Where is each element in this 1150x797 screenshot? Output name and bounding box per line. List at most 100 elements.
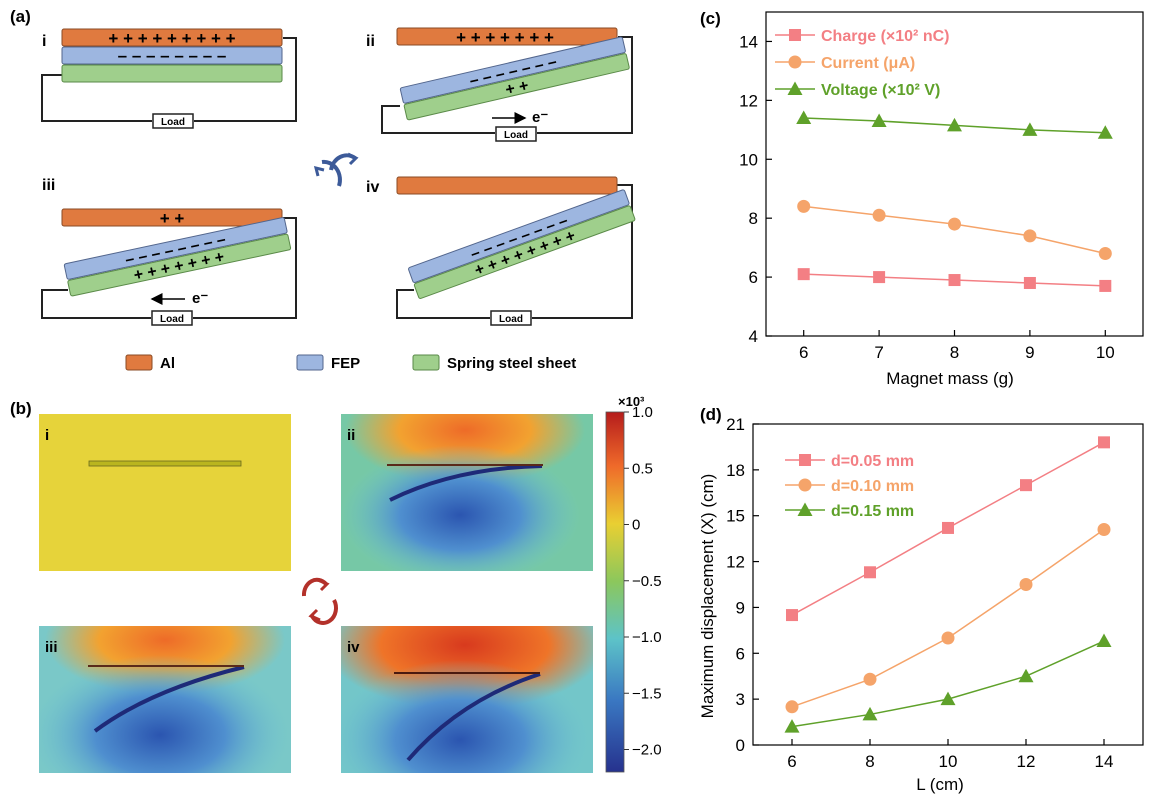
data-point-triangle	[1097, 125, 1113, 139]
x-tick-label: 6	[799, 343, 808, 362]
schematic-state-i: i Load + + + + + + + + + – – – – – – – –	[41, 28, 297, 129]
legend-label-steel: Spring steel sheet	[447, 355, 576, 372]
steel-layer-iii	[67, 233, 292, 297]
data-point-triangle	[796, 110, 812, 125]
y-tick-label: 8	[749, 209, 758, 228]
panel-label-c: (c)	[700, 9, 721, 28]
legend-marker	[787, 81, 803, 95]
electron-label-ii: e⁻	[532, 109, 548, 126]
map-label-iii: iii	[45, 639, 58, 656]
load-label-iv: Load	[499, 314, 523, 325]
x-tick-label: 10	[939, 752, 958, 771]
legend-label: Current (μA)	[821, 55, 915, 72]
map-label-iv: iv	[347, 639, 360, 656]
x-axis-title-c: Magnet mass (g)	[886, 369, 1014, 388]
data-point-square	[1099, 279, 1112, 292]
field-map-ii: ii	[341, 414, 593, 571]
load-label-ii: Load	[504, 130, 528, 141]
legend-marker	[788, 55, 802, 69]
schematic-state-iii: iii Load e⁻ + + – – – – – – – – + + + + …	[41, 177, 297, 326]
load-label-i: Load	[161, 117, 185, 128]
circuit-wire-iv	[396, 184, 633, 319]
circuit-wire-iii	[41, 217, 297, 319]
sub-label-iii: iii	[42, 177, 55, 194]
series-line	[791, 640, 1105, 728]
charges-steel-ii: + +	[504, 77, 530, 99]
data-point-triangle	[784, 719, 800, 733]
circuit-wire-ii	[381, 36, 633, 134]
y-tick-label: 21	[726, 415, 745, 434]
data-point-triangle	[1018, 668, 1034, 683]
colorbar-tick-label: 0.5	[632, 460, 653, 477]
load-box-iii	[151, 310, 193, 326]
simulation-panel: (b) i ii iii	[10, 395, 662, 773]
data-point-triangle	[940, 691, 956, 706]
y-tick-label: 3	[736, 690, 745, 709]
charges-al-ii: + + + + + + +	[456, 28, 554, 47]
map-label-ii: ii	[347, 427, 355, 444]
data-point-square	[948, 274, 961, 287]
sub-label-ii: ii	[366, 33, 375, 50]
legend-label: d=0.10 mm	[831, 478, 914, 495]
colorbar-tick-label: −0.5	[632, 573, 662, 590]
load-label-iii: Load	[160, 314, 184, 325]
colorbar-multiplier: ×10³	[618, 395, 645, 409]
y-tick-label: 12	[739, 91, 758, 110]
data-point-circle	[948, 217, 961, 231]
panel-label-a: (a)	[10, 7, 31, 26]
data-point-triangle	[871, 113, 887, 127]
material-legend: Al FEP Spring steel sheet	[125, 354, 576, 372]
legend-marker	[789, 29, 801, 41]
x-tick-label: 12	[1017, 752, 1036, 771]
schematic-state-iv: iv Load – – – – – – – – + + + + + + + +	[366, 176, 636, 326]
x-axis-title-d: L (cm)	[916, 775, 964, 794]
y-tick-label: 6	[736, 644, 745, 663]
data-point-square	[1023, 276, 1036, 289]
circuit-wire-i	[41, 37, 297, 122]
field-map-iv: iv	[341, 626, 593, 773]
data-point-triangle	[1022, 122, 1038, 136]
cycle-arrows-b	[301, 577, 338, 625]
y-axis-title-d: Maximum displacement (X) (cm)	[698, 474, 717, 719]
colorbar-tick-label: −1.5	[632, 685, 662, 702]
x-tick-label: 8	[865, 752, 874, 771]
fep-layer-iv	[408, 189, 630, 283]
al-layer-i	[61, 28, 283, 47]
colorbar-gradient	[605, 411, 625, 773]
sub-label-i: i	[42, 33, 46, 50]
data-point-triangle	[1096, 633, 1112, 648]
steel-layer-ii	[403, 53, 630, 121]
legend-swatch-al	[125, 354, 153, 371]
sub-label-iv: iv	[366, 179, 379, 196]
legend-swatch-fep	[296, 354, 324, 371]
y-tick-label: 18	[726, 461, 745, 480]
y-tick-label: 4	[749, 327, 758, 346]
al-layer-ii	[396, 27, 618, 46]
data-point-square	[797, 268, 810, 281]
x-tick-label: 8	[950, 343, 959, 362]
chart-c: (c) 6 7 8 9 10 4 6 8 10 12 14 Charge (×10² nC) Curre…	[700, 9, 1144, 388]
colorbar-tick-label: 1.0	[632, 404, 653, 421]
y-tick-label: 0	[736, 736, 745, 755]
series-line	[791, 528, 1105, 708]
data-point-circle	[1023, 229, 1037, 243]
steel-layer-i	[61, 64, 283, 83]
load-box-ii	[495, 126, 537, 142]
legend-label: d=0.15 mm	[831, 503, 914, 520]
data-point-circle	[1019, 578, 1033, 591]
data-point-square	[1098, 436, 1110, 449]
legend-swatch-steel	[412, 354, 440, 371]
al-layer-iv	[396, 176, 618, 195]
y-tick-label: 9	[736, 598, 745, 617]
cycle-arrows-a	[313, 152, 359, 187]
fep-layer-i	[61, 46, 283, 65]
electron-label-iii: e⁻	[192, 290, 208, 307]
legend-marker	[797, 502, 813, 516]
data-point-triangle	[862, 706, 878, 721]
data-point-circle	[872, 208, 886, 222]
steel-layer-iv	[413, 205, 636, 299]
data-point-circle	[1097, 522, 1111, 536]
chart-d: (d) 6 8 10 12 14 0 3 6 9 12 15 18 21 d=0.05 mm d=0.10 …	[698, 405, 1144, 794]
colorbar: ×10³ 1.0 0.5 0 −0.5 −1.0 −1.5 −2.0	[605, 395, 662, 773]
data-point-circle	[941, 631, 955, 645]
